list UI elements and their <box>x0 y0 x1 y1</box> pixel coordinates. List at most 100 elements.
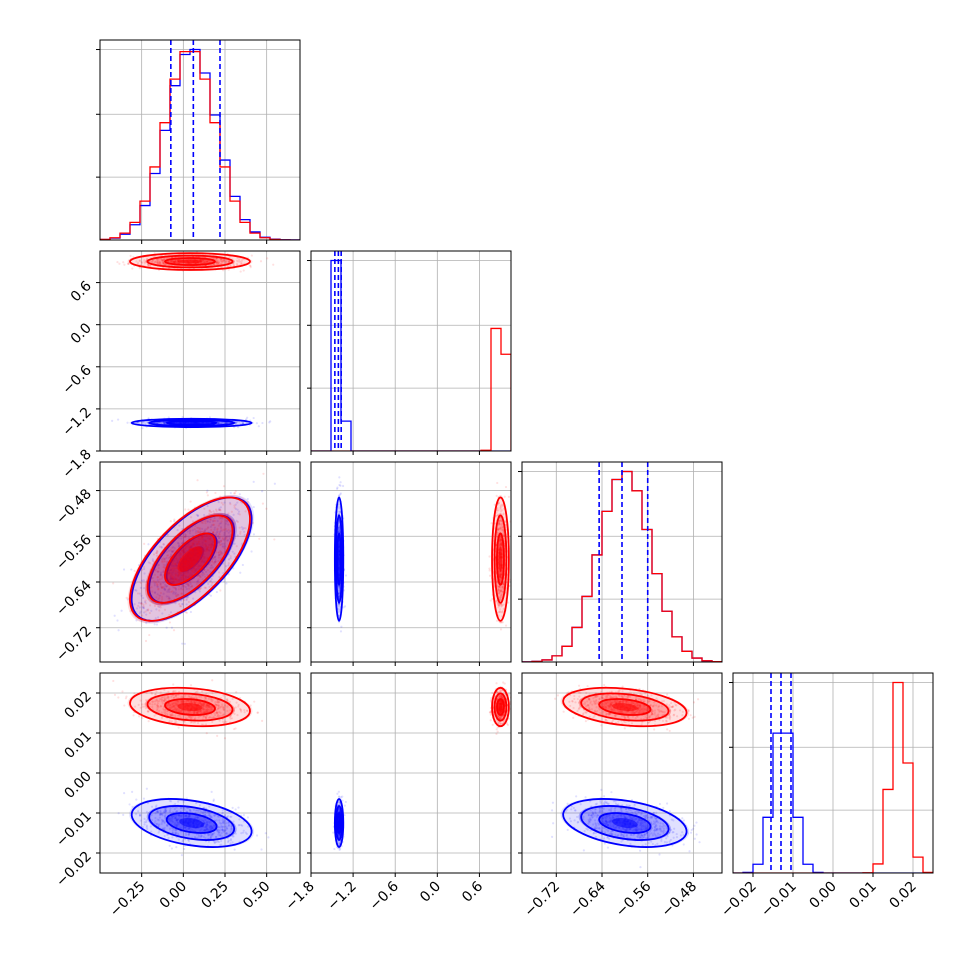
density-fill-blue <box>338 546 340 573</box>
scatter-panel-0-1: −1.8 −1.2 −0.6 0.0 0.6 <box>59 250 301 482</box>
x-tick-label: −0.02 <box>718 879 760 921</box>
hist-panel-0 <box>96 39 301 244</box>
contour-red <box>146 514 234 604</box>
contour-blue <box>335 514 343 604</box>
x-tick-label: −0.25 <box>107 879 149 921</box>
contour-blue <box>562 798 688 848</box>
histogram-red <box>522 470 722 662</box>
y-tick-label: −0.48 <box>53 486 95 528</box>
hist-panel-1 <box>307 250 512 455</box>
contour-red <box>562 686 688 728</box>
density-fill-blue <box>179 422 205 424</box>
contour-blue <box>130 417 253 429</box>
contour-blue <box>333 496 345 622</box>
density-fill-blue <box>611 818 638 829</box>
y-tick-label: 0.02 <box>61 689 94 722</box>
density-fill-red <box>177 702 203 711</box>
panel-frame <box>310 250 512 452</box>
contour-red <box>580 692 670 722</box>
histogram-red <box>100 50 300 240</box>
contour-red <box>496 698 505 716</box>
y-tick-label: −0.64 <box>53 577 95 619</box>
y-tick-label: 0.0 <box>68 320 95 347</box>
scatter-panel-2-3: −0.72 −0.64 −0.56 −0.48 <box>518 672 723 921</box>
contour-blue <box>130 496 253 622</box>
contour-blue <box>130 798 253 848</box>
x-tick-label: −0.6 <box>367 878 402 913</box>
scatter-panel-0-2: −0.72−0.64−0.56−0.48 <box>53 461 301 666</box>
y-tick-label: 0.6 <box>68 278 95 305</box>
x-tick-label: 0.6 <box>459 878 486 905</box>
x-tick-label: −0.01 <box>758 879 800 921</box>
density-fill-red <box>498 546 503 573</box>
contour-blue <box>336 812 342 834</box>
contour-blue <box>165 532 218 586</box>
contour-red <box>493 692 508 722</box>
contour-blue <box>335 805 343 841</box>
contour-blue <box>598 812 652 834</box>
contour-blue <box>148 805 236 841</box>
contour-blue <box>580 805 670 841</box>
x-tick-label: 0.02 <box>886 879 919 912</box>
y-tick-label: −0.02 <box>53 849 95 891</box>
scatter-panel-1-3: −1.8 −1.2 −0.6 0.0 0.6 <box>282 672 512 914</box>
x-tick-label: −0.48 <box>659 879 701 921</box>
x-tick-label: 0.0 <box>417 879 444 906</box>
contour-red <box>491 496 510 622</box>
y-tick-label: −0.6 <box>59 362 94 397</box>
panel-frame <box>99 461 301 663</box>
contour-blue <box>336 532 342 586</box>
x-tick-label: −0.72 <box>521 879 563 921</box>
contour-red <box>164 532 216 586</box>
histogram-blue <box>733 732 933 873</box>
y-tick-label: −1.8 <box>59 447 94 482</box>
contour-red <box>493 514 508 604</box>
contour-blue <box>165 812 218 834</box>
x-tick-label: 0.50 <box>240 879 273 912</box>
y-tick-label: −0.01 <box>53 809 95 851</box>
panel-frame <box>99 39 301 241</box>
density-fill-red <box>611 703 638 712</box>
density-fill-blue <box>338 818 340 828</box>
y-tick-label: 0.00 <box>61 769 94 802</box>
y-tick-label: 0.01 <box>61 729 94 762</box>
x-tick-label: 0.01 <box>846 879 879 912</box>
histogram-blue <box>311 259 511 451</box>
x-tick-label: −0.64 <box>567 878 609 920</box>
x-tick-label: 0.25 <box>198 879 231 912</box>
scatter-panel-0-3: −0.25 0.00 0.25 0.50−0.02−0.010.000.010.02 <box>53 672 301 921</box>
x-tick-label: 0.00 <box>806 879 839 912</box>
panel-frame <box>521 461 723 663</box>
contour-blue <box>148 514 236 604</box>
density-fill-red <box>177 546 203 573</box>
contour-red <box>146 692 234 722</box>
panel-frame <box>310 461 512 663</box>
contour-red <box>129 686 251 728</box>
contour-red <box>146 254 234 269</box>
x-tick-label: −1.2 <box>325 879 360 914</box>
contour-red <box>129 496 251 622</box>
histogram-red <box>311 327 511 451</box>
x-tick-label: 0.00 <box>157 879 190 912</box>
density-fill-blue <box>179 818 205 829</box>
contour-blue <box>165 420 218 426</box>
contour-red <box>129 252 251 271</box>
hist-panel-2 <box>518 461 723 666</box>
x-tick-label: −1.8 <box>282 879 317 914</box>
panel-frame <box>99 250 301 452</box>
y-tick-label: −0.72 <box>53 623 95 665</box>
contour-red <box>164 257 216 266</box>
contour-red <box>491 686 510 728</box>
contour-blue <box>333 798 345 848</box>
x-tick-label: −0.56 <box>613 878 655 920</box>
density-fill-red <box>498 703 503 711</box>
contour-blue <box>148 419 236 427</box>
density-fill-red <box>177 259 203 264</box>
hist-panel-3: −0.02−0.01 0.00 0.01 0.02 <box>718 672 934 921</box>
contour-red <box>164 698 216 716</box>
contour-red <box>496 532 505 586</box>
y-tick-label: −1.2 <box>59 404 94 439</box>
contour-red <box>598 698 652 716</box>
scatter-panel-1-2 <box>307 461 512 666</box>
